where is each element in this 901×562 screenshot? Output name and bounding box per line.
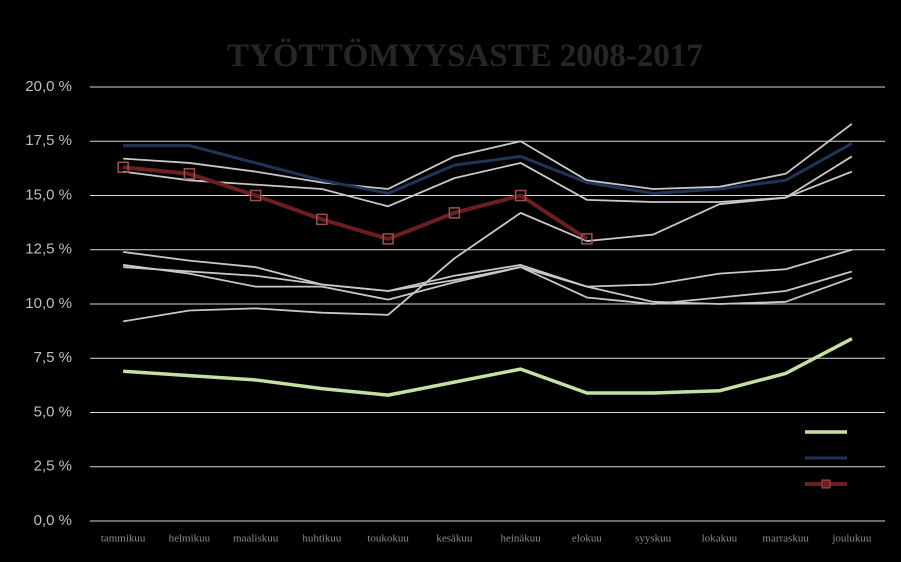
y-tick-label: 10,0 %: [25, 295, 72, 312]
series-line: [123, 123, 853, 190]
x-tick-label: elokuu: [572, 533, 602, 545]
x-tick-label: maaliskuu: [233, 533, 279, 545]
x-tick-label: huhtikuu: [302, 533, 342, 545]
y-tick-label: 7,5 %: [34, 349, 72, 366]
series-line: [122, 165, 588, 241]
x-tick-label: lokakuu: [702, 533, 738, 545]
y-tick-label: 0,0 %: [34, 512, 72, 529]
x-tick-label: joulukuu: [831, 533, 872, 545]
line-marker: [183, 168, 196, 180]
chart-title: TYÖTTÖMYYSASTE 2008-2017: [227, 37, 703, 74]
y-tick-label: 12,5 %: [25, 241, 72, 258]
y-tick-label: 17,5 %: [25, 132, 72, 149]
legend-marker: [821, 479, 831, 489]
x-tick-label: toukokuu: [367, 533, 409, 545]
y-tick-label: 15,0 %: [25, 186, 72, 203]
series-line: [123, 264, 853, 305]
x-tick-label: helmikuu: [169, 533, 211, 545]
line-marker: [382, 233, 394, 245]
y-tick-label: 5,0 %: [34, 403, 72, 420]
x-tick-label: tammikuu: [101, 533, 146, 545]
y-tick-label: 20,0 %: [25, 78, 72, 95]
x-tick-label: kesäkuu: [436, 533, 473, 545]
series-line: [123, 266, 853, 305]
series-line: [122, 170, 853, 323]
line-marker: [117, 161, 129, 174]
x-tick-label: marraskuu: [762, 533, 809, 545]
series-line: [123, 337, 853, 397]
line-marker: [249, 189, 262, 202]
series-line: [123, 155, 853, 208]
line-marker: [448, 207, 461, 219]
line-marker: [316, 213, 328, 226]
series-line: [123, 248, 853, 292]
x-tick-label: syyskuu: [635, 533, 672, 545]
line-marker: [581, 233, 593, 245]
line-marker: [514, 189, 527, 202]
y-tick-label: 2,5 %: [34, 458, 72, 475]
series-line: [123, 142, 853, 195]
x-tick-label: heinäkuu: [500, 533, 541, 545]
